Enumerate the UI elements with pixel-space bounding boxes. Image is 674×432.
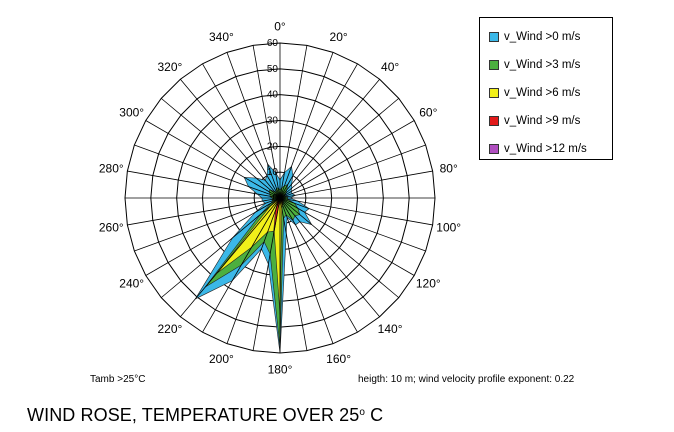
radial-tick-label: 40: [267, 90, 279, 101]
spoke-140: [279, 197, 380, 317]
radial-tick-labels: 0 10 20 30 40 50 60: [267, 38, 279, 204]
direction-label: 220°: [157, 322, 182, 336]
direction-label: 140°: [378, 322, 403, 336]
spoke-340: [226, 52, 281, 199]
legend-label: v_Wind >9 m/s: [504, 115, 581, 127]
direction-label: 200°: [209, 352, 234, 366]
radial-tick-label: 10: [267, 167, 279, 178]
legend-swatch: [489, 144, 499, 154]
direction-label: 120°: [416, 277, 441, 291]
spoke-290: [134, 144, 281, 199]
direction-label: 100°: [436, 221, 461, 235]
legend-label: v_Wind >3 m/s: [504, 59, 581, 71]
legend-swatch: [489, 60, 499, 70]
direction-label: 260°: [99, 221, 124, 235]
legend-swatch: [489, 88, 499, 98]
direction-label: 300°: [119, 105, 144, 119]
spoke-120: [279, 197, 415, 276]
spoke-170: [279, 197, 308, 351]
legend-item: v_Wind >9 m/s: [489, 114, 580, 128]
spoke-150: [279, 197, 358, 333]
wind-rose-chart: 0° 20° 40° 60° 80° 100° 120° 140° 160° 180° 200° 22…: [99, 20, 461, 377]
spoke-250: [134, 197, 281, 252]
radial-tick-label: 20: [267, 141, 279, 152]
direction-label: 20°: [330, 30, 348, 44]
spoke-130: [279, 197, 399, 298]
legend-label: v_Wind >0 m/s: [504, 31, 581, 43]
spoke-60: [279, 120, 415, 199]
direction-label: 60°: [419, 105, 437, 119]
radial-tick-label: 30: [267, 116, 279, 127]
series-areas: [195, 163, 312, 354]
direction-label: 180°: [268, 362, 293, 376]
spoke-10: [279, 45, 308, 199]
direction-label: 240°: [119, 277, 144, 291]
direction-label: 340°: [209, 30, 234, 44]
direction-label: 280°: [99, 161, 124, 175]
spoke-20: [279, 52, 334, 199]
spoke-210: [202, 197, 281, 333]
direction-label: 320°: [157, 60, 182, 74]
figure-caption: WIND ROSE, TEMPERATURE OVER 25o C: [27, 405, 383, 426]
height-profile-note: heigth: 10 m; wind velocity profile expo…: [358, 374, 575, 385]
spoke-160: [279, 197, 334, 344]
spoke-260: [127, 197, 281, 226]
spoke-330: [202, 63, 281, 199]
spoke-190: [252, 197, 281, 351]
legend-item: v_Wind >6 m/s: [489, 86, 580, 100]
radial-tick-label: 0: [272, 193, 278, 204]
spoke-70: [279, 144, 426, 199]
direction-label: 160°: [326, 352, 351, 366]
spoke-280: [127, 170, 281, 199]
ambient-temperature-note: Tamb >25°C: [90, 374, 146, 385]
spoke-40: [279, 79, 380, 199]
spoke-320: [180, 79, 281, 199]
spoke-310: [161, 98, 281, 199]
caption-degree-sign: o: [359, 407, 366, 418]
direction-label: 40°: [381, 60, 399, 74]
spoke-80: [279, 170, 433, 199]
spoke-110: [279, 197, 426, 252]
direction-labels: 0° 20° 40° 60° 80° 100° 120° 140° 160° 180° 200° 22…: [99, 20, 461, 377]
caption-text: WIND ROSE, TEMPERATURE OVER 25: [27, 405, 360, 425]
spoke-300: [145, 120, 281, 199]
legend-swatch: [489, 116, 499, 126]
spoke-200: [226, 197, 281, 344]
spoke-50: [279, 98, 399, 199]
legend-item: v_Wind >3 m/s: [489, 58, 580, 72]
direction-label: 80°: [440, 161, 458, 175]
spoke-350: [252, 45, 281, 199]
spoke-100: [279, 197, 433, 226]
legend-label: v_Wind >12 m/s: [504, 143, 587, 155]
chart-legend: v_Wind >0 m/s v_Wind >3 m/s v_Wind >6 m/s v…: [479, 17, 613, 160]
series-area-1: [195, 163, 312, 354]
spoke-240: [145, 197, 281, 276]
legend-item: v_Wind >12 m/s: [489, 142, 587, 156]
polar-spokes: [125, 43, 435, 353]
spoke-220: [180, 197, 281, 317]
spoke-230: [161, 197, 281, 298]
spoke-30: [279, 63, 358, 199]
legend-label: v_Wind >6 m/s: [504, 87, 581, 99]
caption-unit: C: [365, 405, 384, 425]
radial-tick-label: 50: [267, 64, 279, 75]
radial-tick-label: 60: [267, 38, 279, 49]
legend-item: v_Wind >0 m/s: [489, 30, 580, 44]
direction-label: 0°: [274, 20, 286, 34]
legend-swatch: [489, 32, 499, 42]
